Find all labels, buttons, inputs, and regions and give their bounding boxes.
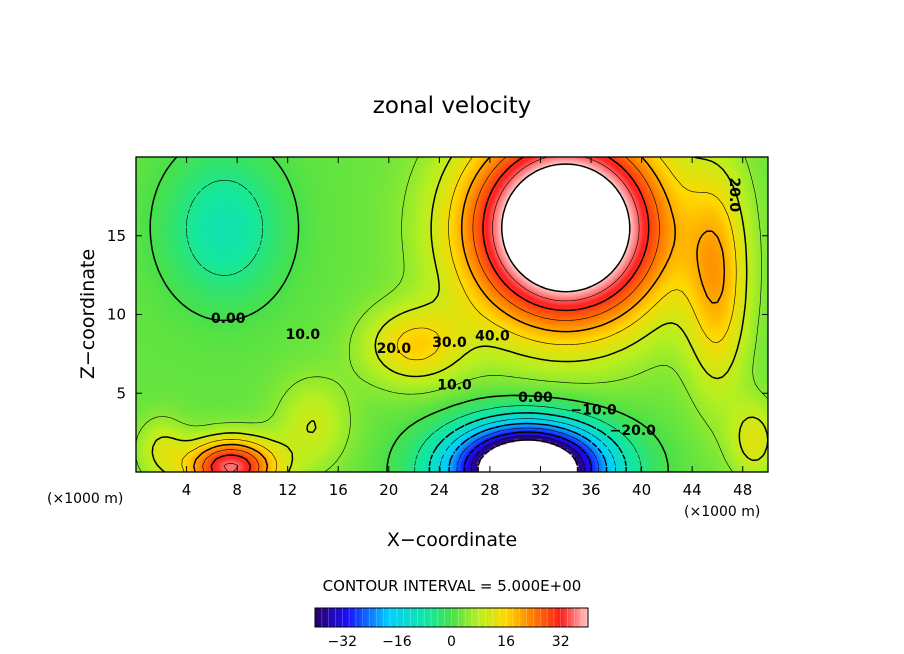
x-tick-label: 44 <box>683 481 702 499</box>
x-tick-label: 48 <box>733 481 752 499</box>
contour-line-neg30 <box>463 431 593 472</box>
x-axis-ticks: 4 8 12 16 20 24 28 32 36 40 44 48 <box>182 157 752 499</box>
y-tick-label: 10 <box>107 306 126 324</box>
y-axis-ticks: 5 10 15 <box>107 227 768 402</box>
x-tick-label: 40 <box>632 481 651 499</box>
contour-label: 40.0 <box>475 329 510 345</box>
contour-label: 30.0 <box>432 335 467 351</box>
x-tick-label: 32 <box>531 481 550 499</box>
x-tick-label: 36 <box>581 481 600 499</box>
velocity-field-image <box>136 157 768 472</box>
x-tick-label: 16 <box>329 481 348 499</box>
x-tick-label: 4 <box>182 481 192 499</box>
colorbar-steps <box>321 608 582 627</box>
y-tick-label: 5 <box>116 384 126 402</box>
colorbar: −32 −16 0 16 32 <box>314 607 589 650</box>
contour-line-0 <box>149 157 670 472</box>
contour-line-5 <box>136 157 768 472</box>
contour-label: 0.00 <box>211 311 246 327</box>
y-tick-label: 15 <box>107 227 126 245</box>
contour-line-neg20 <box>448 422 608 472</box>
contour-label: 20.0 <box>377 341 412 357</box>
contour-label-layer: 0.00 10.0 20.0 30.0 40.0 10.0 0.00 −10.0 −20.0 20… <box>211 178 742 440</box>
colorbar-tick-label: 16 <box>497 634 515 650</box>
contour-line-neg5 <box>186 180 642 472</box>
x-tick-label: 24 <box>430 481 449 499</box>
contour-line-25 <box>202 157 660 472</box>
contour-interval-label: CONTOUR INTERVAL = 5.000E+00 <box>323 577 582 595</box>
contour-line-neg35 <box>470 435 585 472</box>
colorbar-tick-label: −16 <box>382 634 412 650</box>
contour-label: 0.00 <box>518 390 553 406</box>
contour-line-neg40 <box>477 439 579 472</box>
colorbar-gradient <box>314 607 589 628</box>
x-tick-label: 12 <box>278 481 297 499</box>
chart-title: zonal velocity <box>373 93 531 119</box>
x-tick-label: 28 <box>480 481 499 499</box>
colorbar-tick-label: 0 <box>447 634 456 650</box>
contour-lines <box>136 157 768 472</box>
x-axis-label: X−coordinate <box>387 529 517 551</box>
x-tick-label: 8 <box>232 481 242 499</box>
contour-label: −10.0 <box>570 403 617 419</box>
contour-line-15 <box>181 157 737 472</box>
colorbar-tick-label: 32 <box>552 634 570 650</box>
contour-line-20 <box>193 157 726 472</box>
contour-line-neg10 <box>428 412 627 472</box>
x-unit-label-left: (×1000 m) <box>47 491 123 507</box>
contour-line-neg25 <box>456 427 599 472</box>
contour-label: 10.0 <box>286 327 321 343</box>
x-unit-label-right: (×1000 m) <box>684 504 760 520</box>
contour-label: 10.0 <box>437 377 472 393</box>
contour-line-neg15 <box>439 418 616 472</box>
contour-line-35 <box>223 157 640 472</box>
contour-label: −20.0 <box>610 423 657 439</box>
contour-label: 20.0 <box>726 178 742 213</box>
colorbar-ticks: −32 −16 0 16 32 <box>328 634 570 650</box>
contour-line-30 <box>210 157 650 472</box>
y-axis-label: Z−coordinate <box>77 249 99 379</box>
x-tick-label: 20 <box>379 481 398 499</box>
colorbar-tick-label: −32 <box>328 634 358 650</box>
contour-line-40 <box>500 163 631 293</box>
field-layer <box>136 157 768 472</box>
